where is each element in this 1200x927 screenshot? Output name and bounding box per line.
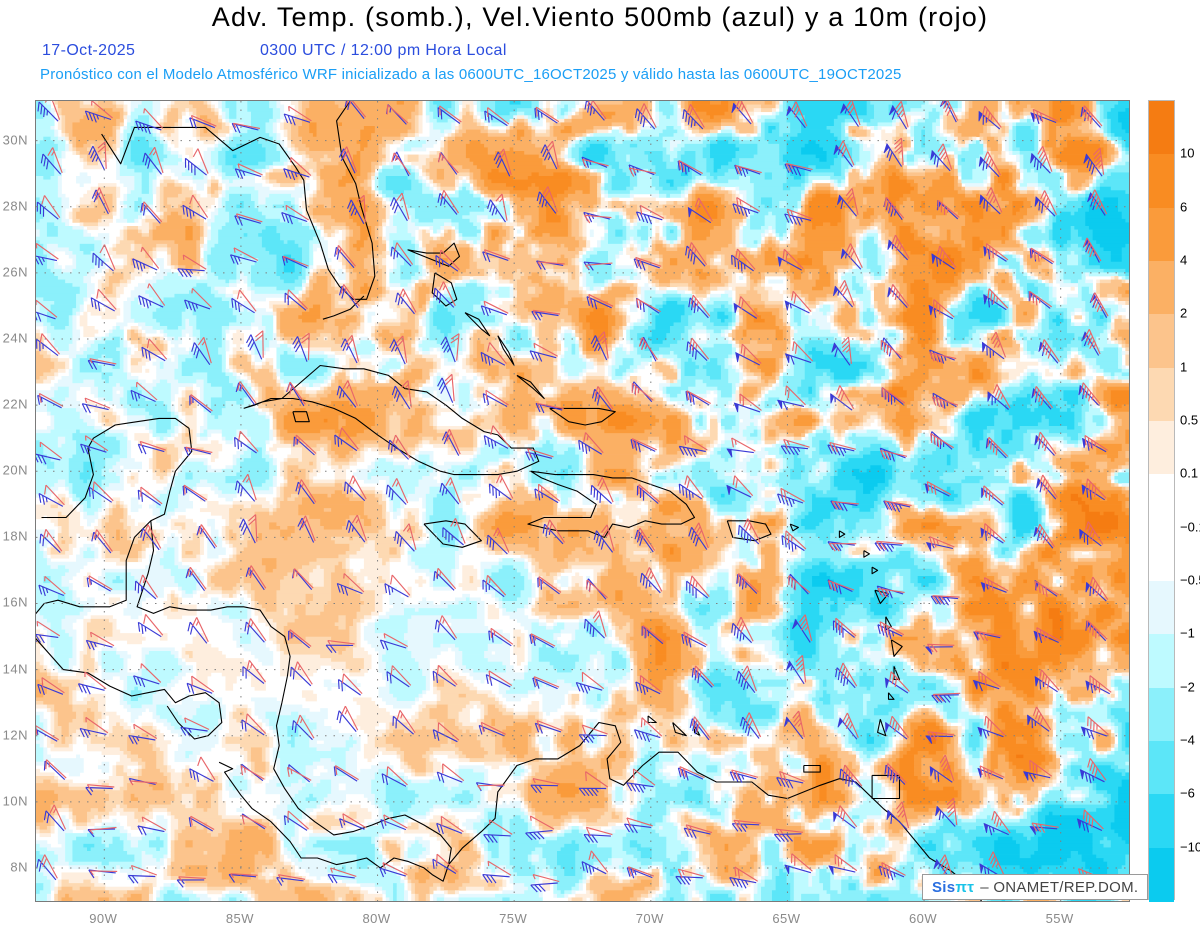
model-description: Pronóstico con el Modelo Atmosférico WRF… [40,66,902,83]
forecast-date: 17-Oct-2025 [42,42,260,60]
colorbar-band-1 [1149,154,1174,209]
lat-tick-26N: 26N [0,264,28,279]
forecast-time: 0300 UTC / 12:00 pm Hora Local [260,42,507,59]
colorbar-tick-7: −0.1 [1180,519,1200,534]
lon-tick-65W: 65W [772,911,800,926]
colorbar-tick-13: −10 [1180,839,1200,854]
colorbar-band-2 [1149,207,1174,262]
lat-tick-16N: 16N [0,595,28,610]
colorbar-band-7 [1149,474,1174,529]
colorbar-band-9 [1149,581,1174,635]
colorbar-band-10 [1149,634,1174,689]
lat-tick-30N: 30N [0,132,28,147]
lat-tick-18N: 18N [0,529,28,544]
lat-tick-10N: 10N [0,793,28,808]
lon-tick-70W: 70W [636,911,664,926]
colorbar-band-12 [1149,741,1174,795]
colorbar-tick-2: 4 [1180,253,1187,268]
colorbar-band-0 [1149,101,1174,155]
colorbar-band-13 [1149,794,1174,849]
colorbar-band-4 [1149,314,1174,369]
brand-sis-label: Sis [932,879,955,896]
lat-tick-20N: 20N [0,463,28,478]
colorbar-band-11 [1149,687,1174,742]
lon-tick-60W: 60W [909,911,937,926]
colorbar-tick-12: −6 [1180,786,1195,801]
coastline-layer [36,101,983,901]
agency-label: – ONAMET/REP.DOM. [980,879,1138,896]
colorbar-tick-1: 6 [1180,199,1187,214]
lat-tick-14N: 14N [0,661,28,676]
colorbar-tick-3: 2 [1180,306,1187,321]
lat-tick-12N: 12N [0,727,28,742]
colorbar-band-14 [1149,847,1174,902]
lat-tick-8N: 8N [0,859,28,874]
colorbar-tick-8: −0.5 [1180,573,1200,588]
chart-header: Adv. Temp. (somb.), Vel.Viento 500mb (az… [0,0,1200,92]
lon-tick-90W: 90W [89,911,117,926]
colorbar-tick-9: −1 [1180,626,1195,641]
map-plot-area[interactable] [35,100,1130,902]
colorbar-tick-5: 0.5 [1180,413,1198,428]
colorbar-band-8 [1149,527,1174,582]
brand-tt-label: πτ [955,879,974,896]
attribution-badge: Sis πτ – ONAMET/REP.DOM. [922,874,1149,900]
colorbar-tick-6: 0.1 [1180,466,1198,481]
lon-tick-80W: 80W [362,911,390,926]
colorbar-tick-11: −4 [1180,733,1195,748]
colorbar-band-5 [1149,367,1174,422]
lon-tick-75W: 75W [499,911,527,926]
colorbar-tick-0: 10 [1180,146,1194,161]
colorbar-tick-4: 1 [1180,359,1187,374]
gridline-layer [36,101,1129,901]
lat-tick-28N: 28N [0,198,28,213]
lat-tick-24N: 24N [0,331,28,346]
colorbar-tick-10: −2 [1180,679,1195,694]
lon-tick-85W: 85W [226,911,254,926]
colorbar[interactable] [1148,100,1175,902]
page-title: Adv. Temp. (somb.), Vel.Viento 500mb (az… [0,2,1200,33]
lat-tick-22N: 22N [0,397,28,412]
lon-tick-55W: 55W [1046,911,1074,926]
colorbar-band-3 [1149,261,1174,315]
valid-time-line: 17-Oct-2025 0300 UTC / 12:00 pm Hora Loca… [42,42,507,60]
colorbar-band-6 [1149,421,1174,475]
wind-barb-layer [36,101,1112,893]
